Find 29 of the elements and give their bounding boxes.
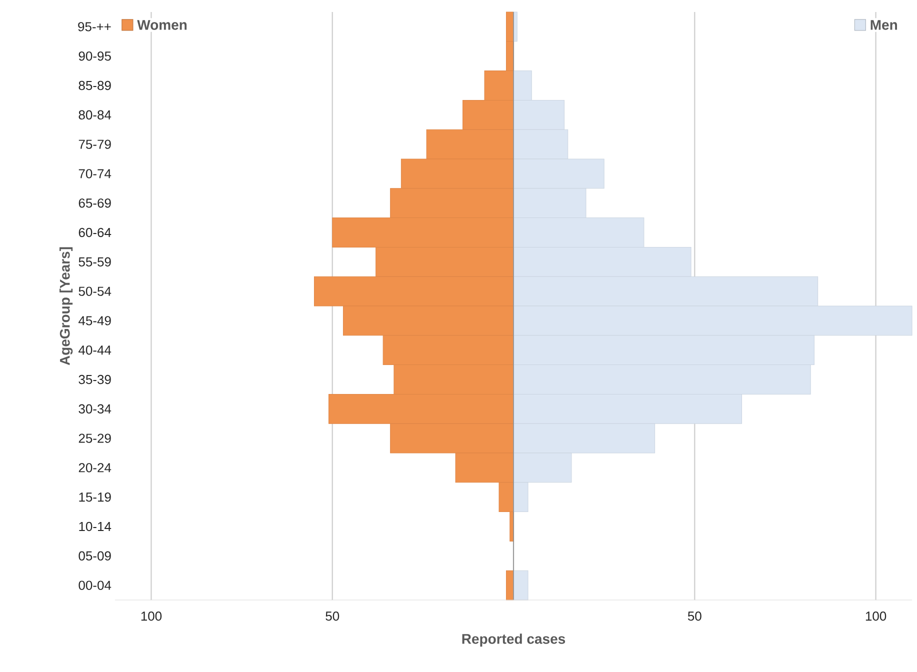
- y-tick-label: 55-59: [78, 257, 111, 266]
- y-tick-label: 60-64: [78, 228, 112, 238]
- y-tick-label: 65-69: [78, 198, 111, 208]
- x-tick-label: 50: [688, 612, 702, 621]
- legend-label: Men: [870, 20, 897, 30]
- y-tick-label: 10-14: [79, 522, 112, 532]
- y-tick-label: 95-++: [78, 22, 111, 32]
- x-axis-title: Reported cases: [462, 634, 566, 647]
- y-tick-label: 45-49: [78, 316, 111, 326]
- y-tick-label: 30-34: [78, 404, 112, 414]
- y-tick-label: 25-29: [78, 434, 111, 443]
- y-tick-label: 80-84: [78, 110, 112, 120]
- y-tick-label: 70-74: [78, 169, 112, 178]
- legend-label: Women: [137, 20, 187, 30]
- y-tick-label: 15-19: [79, 492, 111, 502]
- y-tick-label: 00-04: [78, 580, 112, 590]
- y-tick-label: 35-39: [78, 374, 111, 384]
- y-tick-label: 50-54: [78, 286, 112, 296]
- y-axis-title: AgeGroup [Years]: [60, 247, 73, 366]
- x-tick-label: 100: [866, 612, 886, 621]
- x-tick-label: 50: [326, 612, 340, 621]
- y-tick-label: 90-95: [78, 51, 111, 61]
- y-tick-label: 05-09: [78, 551, 111, 560]
- y-tick-label: 40-44: [78, 345, 112, 355]
- bar: [513, 570, 528, 600]
- y-tick-label: 20-24: [78, 463, 112, 472]
- y-tick-label: 75-79: [78, 140, 111, 149]
- y-tick-label: 85-89: [78, 80, 111, 90]
- x-tick-label: 100: [141, 612, 162, 621]
